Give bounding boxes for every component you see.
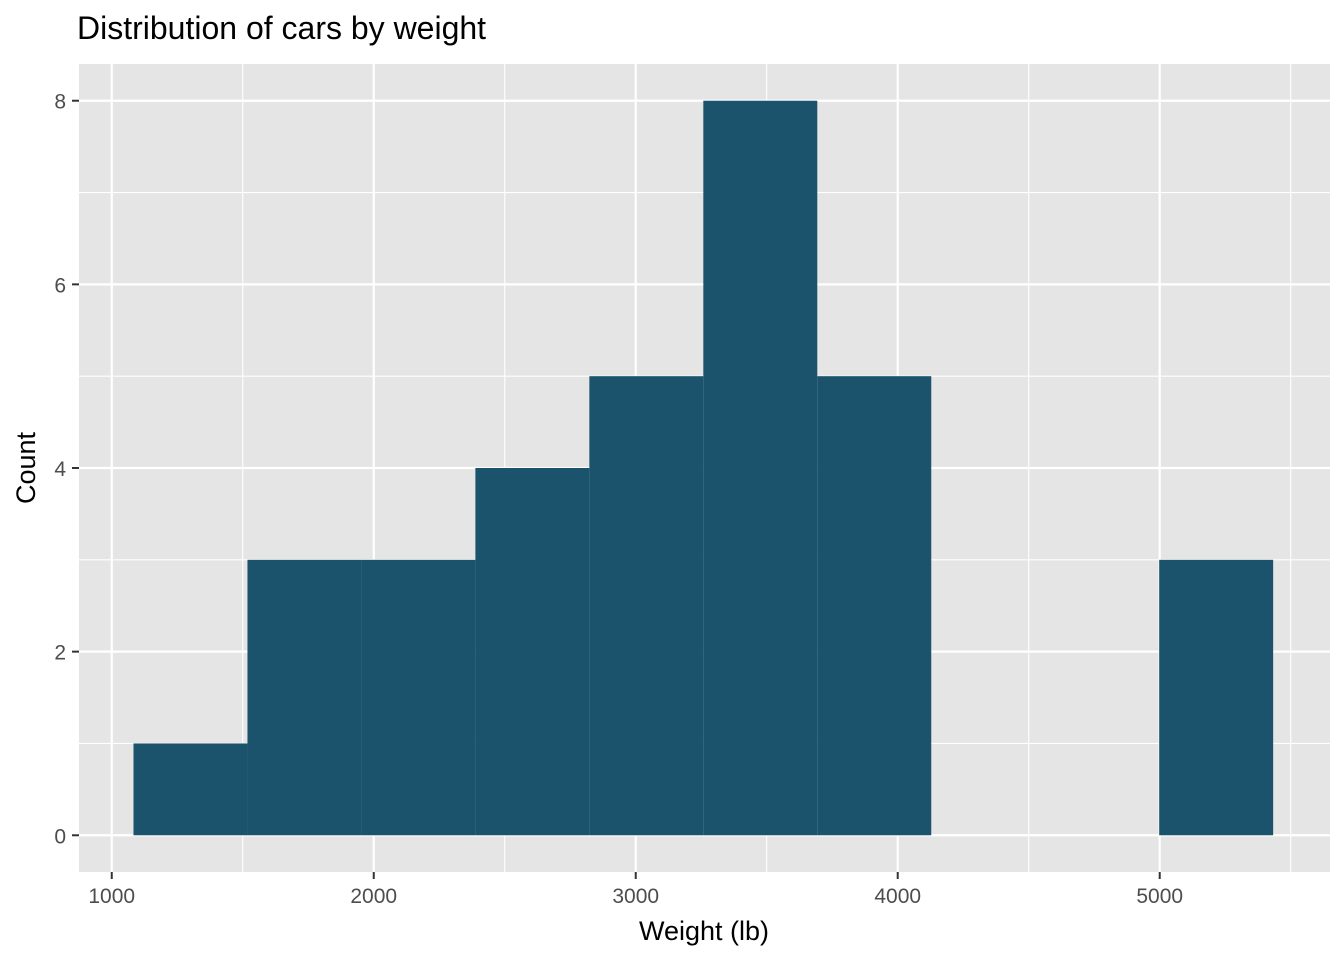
- histogram-bar: [361, 559, 476, 836]
- y-tick-label: 8: [54, 91, 66, 114]
- x-tick-label: 3000: [612, 885, 659, 908]
- x-axis-title: Weight (lb): [639, 916, 769, 946]
- x-tick-label: 1000: [88, 885, 135, 908]
- chart-title: Distribution of cars by weight: [77, 10, 486, 46]
- histogram-bar: [589, 376, 704, 836]
- x-tick-label: 5000: [1136, 885, 1183, 908]
- histogram-bar: [1159, 559, 1274, 836]
- y-tick-label: 4: [54, 458, 66, 481]
- histogram-bar: [475, 468, 590, 836]
- histogram-bar: [817, 376, 932, 836]
- histogram-bar: [133, 743, 248, 836]
- y-tick-label: 6: [54, 274, 66, 297]
- x-tick-label: 4000: [874, 885, 921, 908]
- histogram-bar: [247, 559, 362, 836]
- y-tick-label: 2: [54, 642, 66, 665]
- x-tick-label: 2000: [350, 885, 397, 908]
- x-axis: 1000 2000 3000 4000 5000: [88, 872, 1183, 908]
- y-axis-title: Count: [11, 431, 41, 504]
- y-tick-label: 0: [54, 825, 66, 848]
- y-axis: 0 2 4 6 8: [54, 91, 79, 848]
- histogram-bar: [703, 100, 818, 836]
- bars: [133, 100, 1274, 836]
